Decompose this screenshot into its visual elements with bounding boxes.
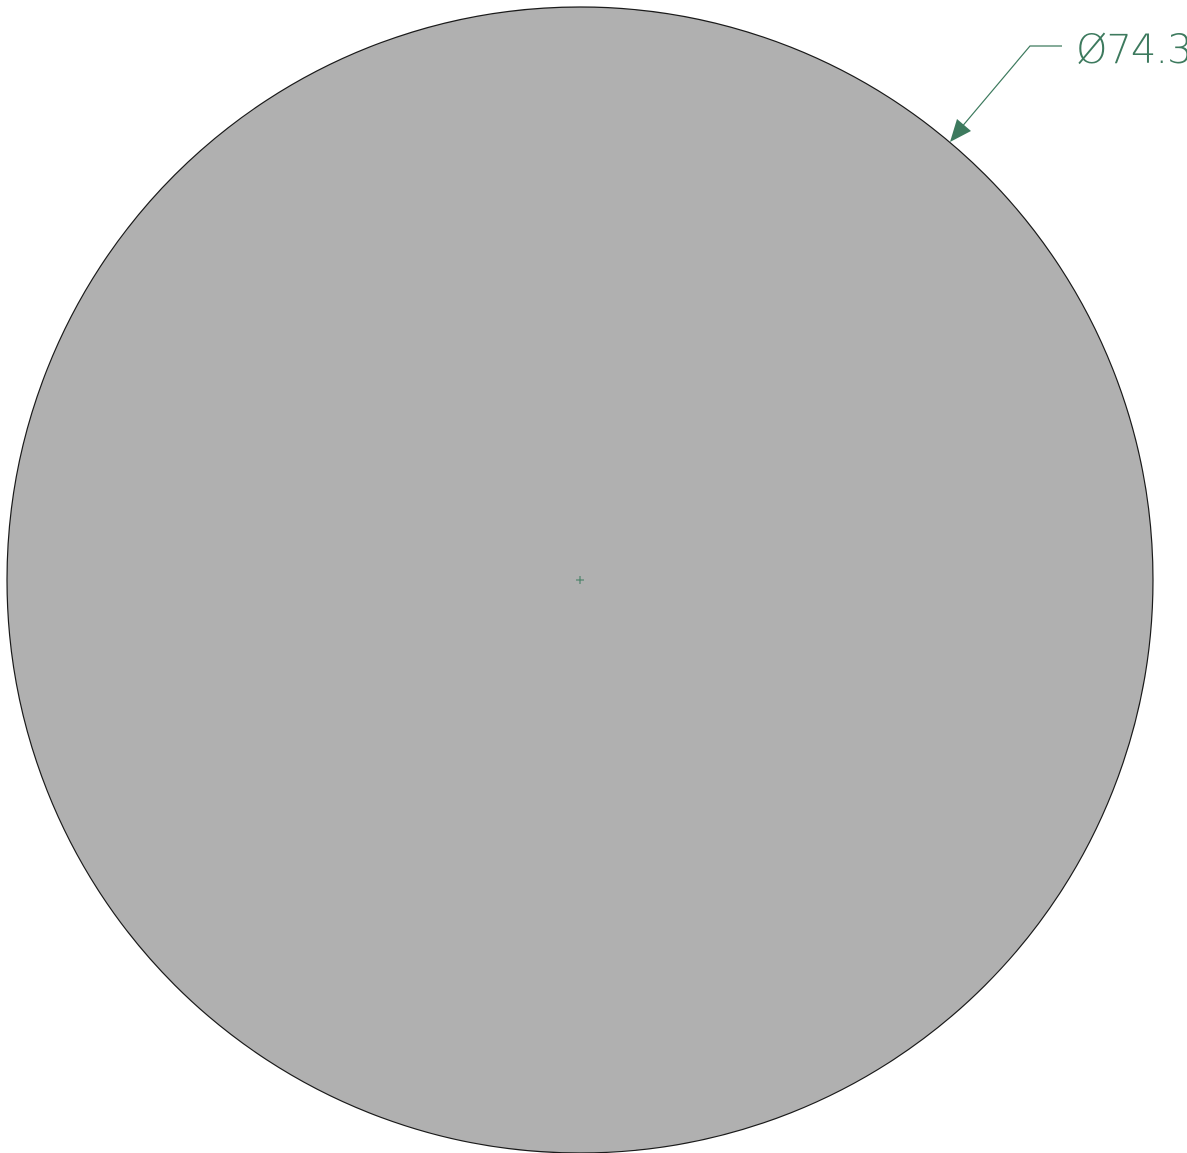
diameter-leader	[954, 45, 1062, 136]
center-mark	[576, 576, 584, 584]
diameter-dimension-text: Ø74.3	[1076, 27, 1187, 73]
leader-arrowhead	[950, 119, 971, 142]
